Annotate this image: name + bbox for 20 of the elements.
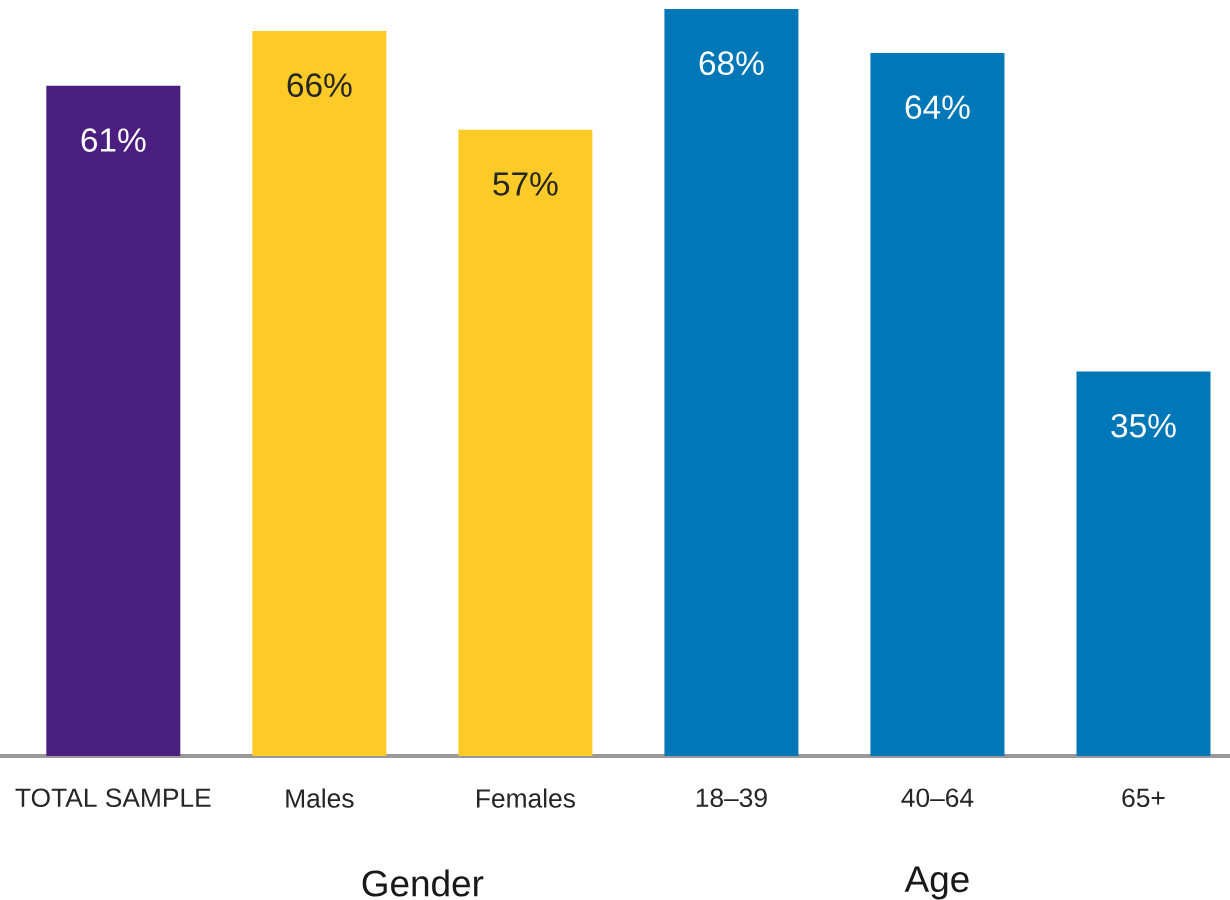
x-tick-label: 65+ [1122, 788, 1165, 808]
x-tick-label: Females [477, 788, 575, 808]
bar [1076, 371, 1211, 756]
data-label: 57% [493, 172, 558, 196]
bar [458, 129, 593, 756]
bar [664, 8, 799, 756]
x-tick-label: 18–39 [696, 788, 767, 808]
x-tick-label: Males [286, 788, 354, 808]
data-label: 68% [699, 51, 764, 76]
data-label: 61% [81, 128, 146, 152]
text: Gender [362, 869, 484, 897]
x-tick-label: TOTAL SAMPLE [15, 788, 211, 808]
data-label: 66% [287, 73, 352, 97]
data-label: 35% [1111, 413, 1176, 438]
bar [870, 52, 1005, 756]
x-tick-label: 40–64 [901, 788, 974, 808]
bar [252, 30, 387, 756]
text: Age [904, 866, 969, 900]
data-label: 64% [905, 95, 970, 119]
bar [46, 85, 181, 756]
